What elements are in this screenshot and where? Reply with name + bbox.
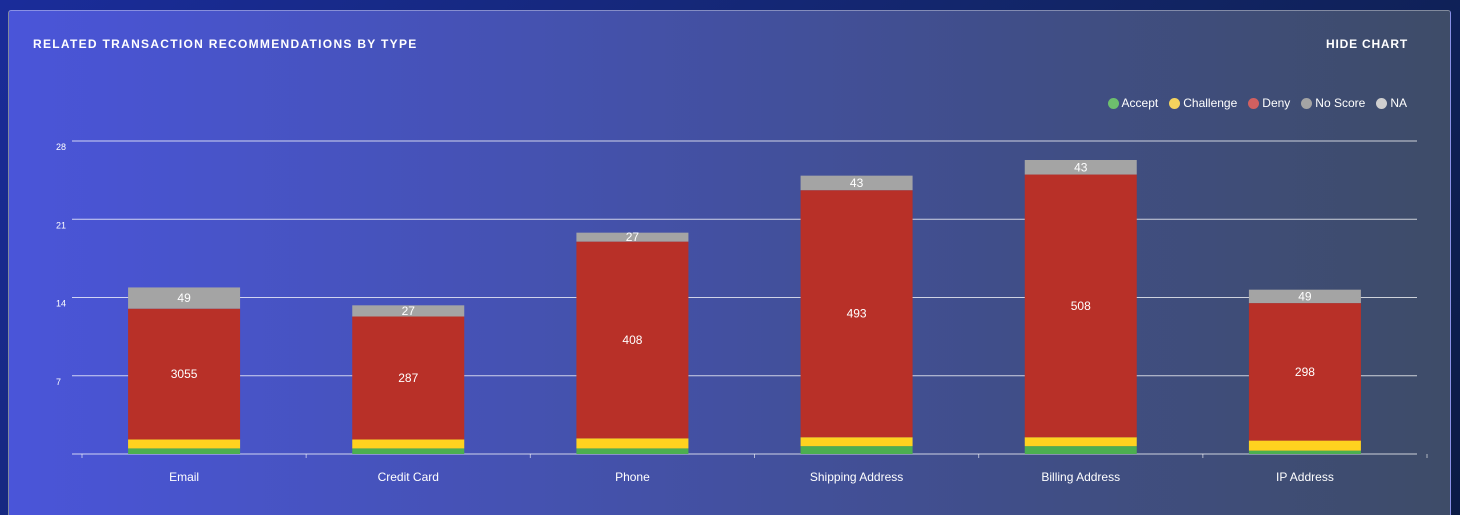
chart-legend: Accept Challenge Deny No Score NA: [1107, 96, 1407, 110]
x-tick-label: IP Address: [1276, 470, 1334, 484]
bar-segment-deny: [576, 241, 689, 439]
data-label-deny: 3055: [171, 367, 198, 381]
bar-segment-deny: [352, 316, 465, 440]
bar-segment-no-score: [576, 232, 689, 242]
legend-dot-deny: [1248, 97, 1260, 109]
legend-dot-accept: [1107, 97, 1119, 109]
data-label-deny: 508: [1071, 299, 1091, 313]
data-label-no-score: 27: [402, 304, 416, 318]
legend-item-no-score[interactable]: No Score: [1301, 96, 1365, 110]
bar-segment-accept: [800, 446, 913, 454]
bar-segment-accept: [128, 448, 241, 454]
legend-label-deny: Deny: [1262, 96, 1291, 110]
data-label-no-score: 43: [850, 176, 864, 190]
data-label-no-score: 49: [177, 291, 191, 305]
hide-chart-button[interactable]: HIDE CHART: [1326, 37, 1408, 51]
bar-segment-no-score: [128, 287, 241, 309]
legend-label-accept: Accept: [1121, 96, 1159, 110]
bar-segment-no-score: [1024, 160, 1137, 175]
data-label-no-score: 49: [1298, 289, 1312, 303]
legend-item-na[interactable]: NA: [1376, 96, 1407, 110]
x-tick-label: Credit Card: [378, 470, 439, 484]
legend-label-no-score: No Score: [1315, 96, 1366, 110]
bar-segment-no-score: [352, 305, 465, 317]
data-label-no-score: 43: [1074, 160, 1088, 174]
legend-dot-challenge: [1169, 97, 1181, 109]
legend-label-challenge: Challenge: [1183, 96, 1238, 110]
legend-item-challenge[interactable]: Challenge: [1169, 96, 1237, 110]
legend-label-na: NA: [1390, 96, 1407, 110]
bar-segment-accept: [352, 448, 465, 454]
chart-card: RELATED TRANSACTION RECOMMENDATIONS BY T…: [8, 10, 1451, 515]
bar-segment-challenge: [1024, 437, 1137, 447]
bar-segment-deny: [128, 308, 241, 440]
bar-segment-accept: [576, 448, 689, 454]
chart-title: RELATED TRANSACTION RECOMMENDATIONS BY T…: [33, 37, 418, 51]
bar-segment-challenge: [800, 437, 913, 447]
legend-dot-na: [1376, 97, 1388, 109]
x-tick-label: Billing Address: [1041, 470, 1120, 484]
legend-item-deny[interactable]: Deny: [1248, 96, 1290, 110]
bar-segment-accept: [1024, 446, 1137, 454]
bar-segment-accept: [1248, 450, 1361, 454]
bar-segment-challenge: [1248, 440, 1361, 451]
x-tick-label: Shipping Address: [810, 470, 903, 484]
y-tick-label-14: 14: [56, 299, 66, 309]
bar-segment-deny: [1248, 303, 1361, 441]
data-label-deny: 408: [622, 333, 642, 347]
data-label-deny: 493: [847, 307, 867, 321]
bar-segment-deny: [1024, 174, 1137, 438]
data-label-deny: 298: [1295, 365, 1315, 379]
bar-segment-deny: [800, 190, 913, 438]
bar-segment-challenge: [128, 439, 241, 449]
x-tick-label: Email: [169, 470, 199, 484]
bar-segment-challenge: [576, 438, 689, 449]
bar-segment-challenge: [352, 439, 465, 449]
data-label-no-score: 27: [626, 230, 640, 244]
bar-segment-no-score: [1248, 289, 1361, 304]
x-tick-label: Phone: [615, 470, 650, 484]
stacked-bar-chart: 7 14 21 28 3055 49 Email 287 27 Credit Card 408 27 P…: [56, 140, 1428, 484]
y-tick-label-21: 21: [56, 220, 66, 230]
legend-item-accept[interactable]: Accept: [1107, 96, 1159, 110]
legend-dot-no-score: [1301, 97, 1313, 109]
bar-segment-no-score: [800, 175, 913, 191]
y-tick-label-28: 28: [56, 142, 66, 152]
data-label-deny: 287: [398, 371, 418, 385]
y-tick-label-7: 7: [56, 377, 61, 387]
